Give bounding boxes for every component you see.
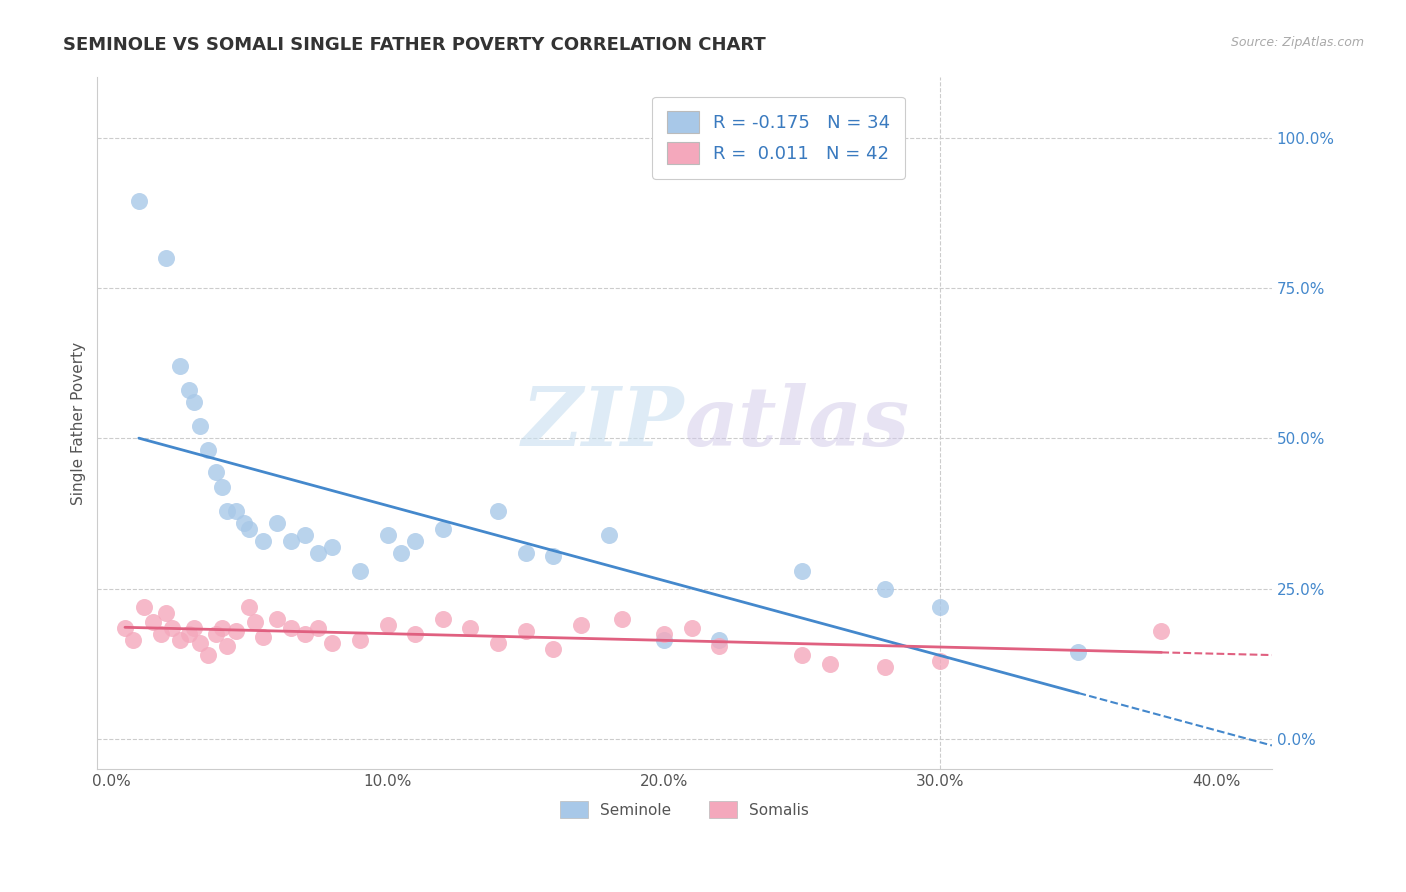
Point: [266, 612, 288, 626]
Point: [128, 194, 150, 208]
Point: [432, 612, 454, 626]
Point: [432, 522, 454, 536]
Point: [217, 639, 239, 653]
Point: [211, 479, 233, 493]
Point: [460, 621, 482, 635]
Point: [294, 527, 316, 541]
Point: [280, 533, 302, 548]
Point: [169, 632, 191, 647]
Legend: Seminole, Somalis: Seminole, Somalis: [554, 795, 815, 824]
Point: [243, 615, 266, 629]
Point: [543, 549, 565, 563]
Text: ZIP: ZIP: [522, 384, 685, 463]
Point: [652, 627, 675, 641]
Point: [188, 419, 211, 434]
Point: [188, 636, 211, 650]
Point: [486, 503, 509, 517]
Point: [790, 564, 813, 578]
Point: [569, 618, 592, 632]
Point: [929, 654, 952, 668]
Point: [169, 359, 191, 374]
Point: [177, 627, 200, 641]
Point: [177, 384, 200, 398]
Point: [266, 516, 288, 530]
Point: [197, 648, 219, 662]
Point: [122, 632, 145, 647]
Point: [515, 546, 537, 560]
Point: [238, 522, 260, 536]
Point: [307, 621, 329, 635]
Point: [252, 630, 274, 644]
Point: [183, 621, 205, 635]
Point: [349, 564, 371, 578]
Point: [377, 618, 399, 632]
Point: [598, 527, 620, 541]
Point: [377, 527, 399, 541]
Point: [486, 636, 509, 650]
Point: [307, 546, 329, 560]
Point: [142, 615, 165, 629]
Point: [709, 639, 731, 653]
Point: [232, 516, 254, 530]
Point: [238, 599, 260, 614]
Point: [225, 624, 247, 638]
Point: [294, 627, 316, 641]
Point: [818, 657, 841, 671]
Point: [183, 395, 205, 409]
Point: [197, 443, 219, 458]
Point: [149, 627, 172, 641]
Point: [404, 533, 426, 548]
Point: [211, 621, 233, 635]
Point: [280, 621, 302, 635]
Point: [652, 632, 675, 647]
Point: [873, 582, 896, 596]
Point: [114, 621, 136, 635]
Point: [543, 642, 565, 657]
Point: [217, 503, 239, 517]
Point: [205, 627, 228, 641]
Point: [709, 632, 731, 647]
Point: [790, 648, 813, 662]
Point: [873, 660, 896, 674]
Point: [1067, 645, 1090, 659]
Point: [321, 540, 343, 554]
Point: [1150, 624, 1173, 638]
Point: [155, 251, 177, 265]
Text: Source: ZipAtlas.com: Source: ZipAtlas.com: [1230, 36, 1364, 49]
Point: [252, 533, 274, 548]
Point: [404, 627, 426, 641]
Point: [515, 624, 537, 638]
Point: [612, 612, 634, 626]
Point: [929, 599, 952, 614]
Text: SEMINOLE VS SOMALI SINGLE FATHER POVERTY CORRELATION CHART: SEMINOLE VS SOMALI SINGLE FATHER POVERTY…: [63, 36, 766, 54]
Point: [225, 503, 247, 517]
Point: [321, 636, 343, 650]
Point: [349, 632, 371, 647]
Point: [134, 599, 156, 614]
Point: [389, 546, 412, 560]
Point: [205, 465, 228, 479]
Point: [160, 621, 183, 635]
Text: atlas: atlas: [685, 384, 910, 463]
Y-axis label: Single Father Poverty: Single Father Poverty: [72, 342, 86, 505]
Point: [155, 606, 177, 620]
Point: [681, 621, 703, 635]
